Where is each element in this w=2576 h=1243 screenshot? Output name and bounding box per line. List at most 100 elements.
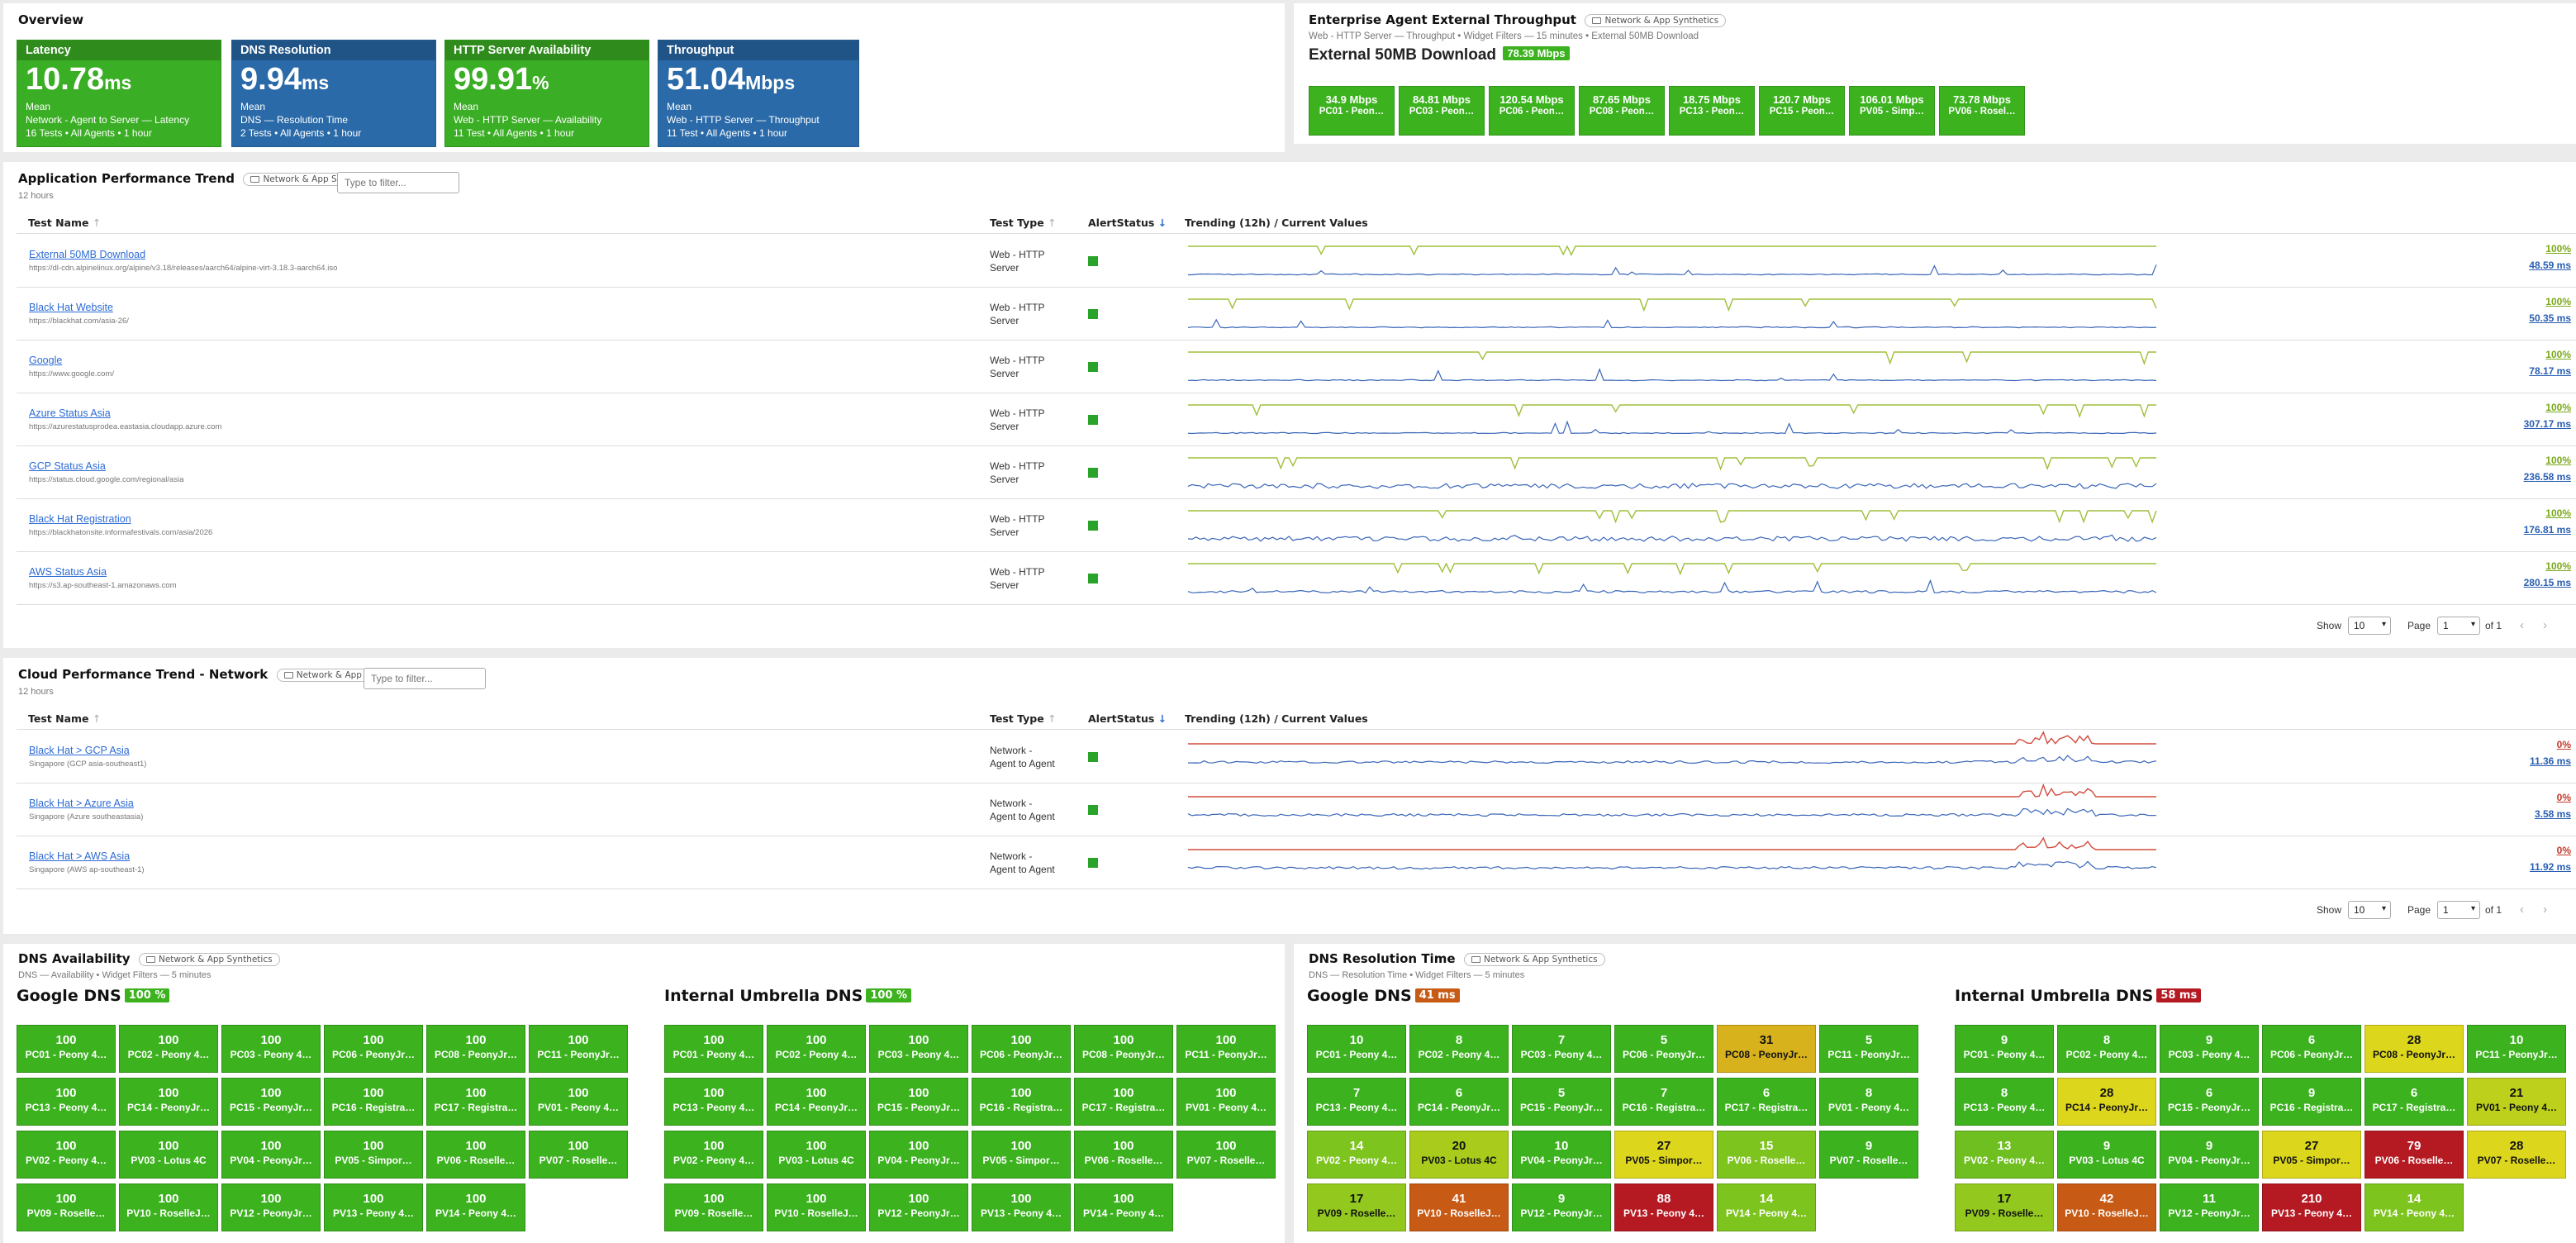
- dns-agent-tile[interactable]: 5 PC11 - PeonyJr…: [1819, 1025, 1918, 1073]
- dns-agent-tile[interactable]: 5 PC15 - PeonyJr…: [1512, 1078, 1611, 1126]
- dns-agent-tile[interactable]: 8 PC02 - Peony 4…: [2057, 1025, 2156, 1073]
- throughput-tile[interactable]: 34.9 Mbps PC01 - Peon…: [1309, 86, 1395, 136]
- test-name-link[interactable]: AWS Status Asia: [29, 566, 107, 578]
- dns-agent-tile[interactable]: 100 PV13 - Peony 4…: [972, 1183, 1071, 1231]
- current-value[interactable]: 50.35 ms: [2529, 312, 2571, 324]
- page-select[interactable]: 1: [2437, 901, 2480, 919]
- dns-agent-tile[interactable]: 100 PC14 - PeonyJr…: [767, 1078, 866, 1126]
- dns-agent-tile[interactable]: 100 PV02 - Peony 4…: [17, 1131, 116, 1179]
- dns-agent-tile[interactable]: 6 PC17 - Registra…: [1717, 1078, 1816, 1126]
- col-alert-status[interactable]: AlertStatus ↓: [1088, 712, 1167, 725]
- page-select[interactable]: 1: [2437, 617, 2480, 635]
- dns-agent-tile[interactable]: 100 PC11 - PeonyJr…: [529, 1025, 628, 1073]
- dns-agent-tile[interactable]: 9 PV03 - Lotus 4C: [2057, 1131, 2156, 1179]
- dns-agent-tile[interactable]: 100 PC03 - Peony 4…: [221, 1025, 321, 1073]
- dns-agent-tile[interactable]: 100 PC02 - Peony 4…: [119, 1025, 218, 1073]
- throughput-tag[interactable]: Network & App Synthetics: [1585, 13, 1727, 27]
- dns-agent-tile[interactable]: 9 PC03 - Peony 4…: [2160, 1025, 2259, 1073]
- col-test-name[interactable]: Test Name ↑: [28, 217, 101, 229]
- throughput-tile[interactable]: 120.7 Mbps PC15 - Peon…: [1759, 86, 1845, 136]
- dns-agent-tile[interactable]: 100 PV10 - RoselleJ…: [767, 1183, 866, 1231]
- dns-agent-tile[interactable]: 100 PV09 - Roselle…: [17, 1183, 116, 1231]
- current-value[interactable]: 78.17 ms: [2529, 365, 2571, 377]
- dns-agent-tile[interactable]: 100 PC17 - Registra…: [426, 1078, 525, 1126]
- dns-agent-tile[interactable]: 6 PC14 - PeonyJr…: [1409, 1078, 1509, 1126]
- dns-agent-tile[interactable]: 100 PV05 - Simpor…: [972, 1131, 1071, 1179]
- availability-value[interactable]: 100%: [2545, 402, 2571, 413]
- col-test-type[interactable]: Test Type ↑: [990, 712, 1057, 725]
- throughput-tile[interactable]: 84.81 Mbps PC03 - Peon…: [1399, 86, 1485, 136]
- dns-agent-tile[interactable]: 9 PV07 - Roselle…: [1819, 1131, 1918, 1179]
- cpt-filter-input[interactable]: [364, 668, 486, 689]
- dns-agent-tile[interactable]: 100 PC08 - PeonyJr…: [1074, 1025, 1173, 1073]
- dns-agent-tile[interactable]: 100 PC13 - Peony 4…: [17, 1078, 116, 1126]
- dns-agent-tile[interactable]: 100 PV09 - Roselle…: [664, 1183, 763, 1231]
- availability-value[interactable]: 0%: [2556, 845, 2571, 856]
- dns-agent-tile[interactable]: 100 PV02 - Peony 4…: [664, 1131, 763, 1179]
- dns-agent-tile[interactable]: 100 PV03 - Lotus 4C: [119, 1131, 218, 1179]
- dns-agent-tile[interactable]: 100 PC17 - Registra…: [1074, 1078, 1173, 1126]
- test-name-link[interactable]: External 50MB Download: [29, 249, 146, 260]
- dns-agent-tile[interactable]: 100 PV06 - Roselle…: [1074, 1131, 1173, 1179]
- dns-agent-tile[interactable]: 100 PC16 - Registra…: [972, 1078, 1071, 1126]
- next-page-icon[interactable]: ›: [2543, 902, 2547, 917]
- current-value[interactable]: 11.92 ms: [2529, 861, 2571, 873]
- throughput-tile[interactable]: 73.78 Mbps PV06 - Rosel…: [1939, 86, 2025, 136]
- availability-value[interactable]: 100%: [2545, 296, 2571, 307]
- availability-value[interactable]: 100%: [2545, 560, 2571, 572]
- dns-avail-tag[interactable]: Network & App Synthetics: [138, 952, 280, 966]
- current-value[interactable]: 280.15 ms: [2523, 577, 2571, 588]
- page-size-select[interactable]: 10: [2348, 617, 2391, 635]
- dns-agent-tile[interactable]: 100 PV07 - Roselle…: [529, 1131, 628, 1179]
- test-name-link[interactable]: Google: [29, 355, 63, 366]
- dns-agent-tile[interactable]: 100 PV01 - Peony 4…: [1176, 1078, 1276, 1126]
- test-name-link[interactable]: Black Hat > AWS Asia: [29, 850, 131, 862]
- dns-agent-tile[interactable]: 100 PC11 - PeonyJr…: [1176, 1025, 1276, 1073]
- dns-agent-tile[interactable]: 8 PC02 - Peony 4…: [1409, 1025, 1509, 1073]
- dns-agent-tile[interactable]: 100 PC08 - PeonyJr…: [426, 1025, 525, 1073]
- page-size-select[interactable]: 10: [2348, 901, 2391, 919]
- test-name-link[interactable]: Black Hat Registration: [29, 513, 131, 525]
- availability-value[interactable]: 100%: [2545, 455, 2571, 466]
- dns-agent-tile[interactable]: 41 PV10 - RoselleJ…: [1409, 1183, 1509, 1231]
- dns-agent-tile[interactable]: 100 PV04 - PeonyJr…: [221, 1131, 321, 1179]
- apt-filter-input[interactable]: [337, 172, 459, 193]
- dns-agent-tile[interactable]: 28 PV07 - Roselle…: [2467, 1131, 2566, 1179]
- dns-agent-tile[interactable]: 10 PC01 - Peony 4…: [1307, 1025, 1406, 1073]
- test-name-link[interactable]: Azure Status Asia: [29, 407, 111, 419]
- kpi-card[interactable]: HTTP Server Availability 99.91% Mean Web - …: [444, 40, 649, 147]
- prev-page-icon[interactable]: ‹: [2520, 902, 2524, 917]
- test-name-link[interactable]: GCP Status Asia: [29, 460, 106, 472]
- dns-agent-tile[interactable]: 17 PV09 - Roselle…: [1955, 1183, 2054, 1231]
- test-name-link[interactable]: Black Hat > GCP Asia: [29, 745, 130, 756]
- dns-agent-tile[interactable]: 100 PC01 - Peony 4…: [17, 1025, 116, 1073]
- dns-agent-tile[interactable]: 100 PV06 - Roselle…: [426, 1131, 525, 1179]
- dns-agent-tile[interactable]: 42 PV10 - RoselleJ…: [2057, 1183, 2156, 1231]
- dns-agent-tile[interactable]: 11 PV12 - PeonyJr…: [2160, 1183, 2259, 1231]
- dns-agent-tile[interactable]: 210 PV13 - Peony 4…: [2262, 1183, 2361, 1231]
- current-value[interactable]: 11.36 ms: [2529, 755, 2571, 767]
- dns-agent-tile[interactable]: 27 PV05 - Simpor…: [2262, 1131, 2361, 1179]
- dns-agent-tile[interactable]: 100 PV12 - PeonyJr…: [221, 1183, 321, 1231]
- dns-agent-tile[interactable]: 9 PC16 - Registra…: [2262, 1078, 2361, 1126]
- dns-agent-tile[interactable]: 28 PC08 - PeonyJr…: [2365, 1025, 2464, 1073]
- test-name-link[interactable]: Black Hat > Azure Asia: [29, 798, 134, 809]
- dns-agent-tile[interactable]: 88 PV13 - Peony 4…: [1614, 1183, 1713, 1231]
- current-value[interactable]: 3.58 ms: [2534, 808, 2571, 820]
- col-test-type[interactable]: Test Type ↑: [990, 217, 1057, 229]
- dns-agent-tile[interactable]: 100 PC06 - PeonyJr…: [972, 1025, 1071, 1073]
- dns-agent-tile[interactable]: 100 PC13 - Peony 4…: [664, 1078, 763, 1126]
- dns-agent-tile[interactable]: 100 PC14 - PeonyJr…: [119, 1078, 218, 1126]
- dns-agent-tile[interactable]: 6 PC15 - PeonyJr…: [2160, 1078, 2259, 1126]
- dns-time-tag[interactable]: Network & App Synthetics: [1463, 952, 1605, 966]
- dns-agent-tile[interactable]: 6 PC17 - Registra…: [2365, 1078, 2464, 1126]
- throughput-tile[interactable]: 18.75 Mbps PC13 - Peon…: [1669, 86, 1755, 136]
- dns-agent-tile[interactable]: 100 PC15 - PeonyJr…: [869, 1078, 968, 1126]
- availability-value[interactable]: 100%: [2545, 507, 2571, 519]
- dns-agent-tile[interactable]: 14 PV02 - Peony 4…: [1307, 1131, 1406, 1179]
- dns-agent-tile[interactable]: 9 PC01 - Peony 4…: [1955, 1025, 2054, 1073]
- next-page-icon[interactable]: ›: [2543, 618, 2547, 632]
- availability-value[interactable]: 100%: [2545, 349, 2571, 360]
- dns-agent-tile[interactable]: 10 PV04 - PeonyJr…: [1512, 1131, 1611, 1179]
- dns-agent-tile[interactable]: 8 PC13 - Peony 4…: [1955, 1078, 2054, 1126]
